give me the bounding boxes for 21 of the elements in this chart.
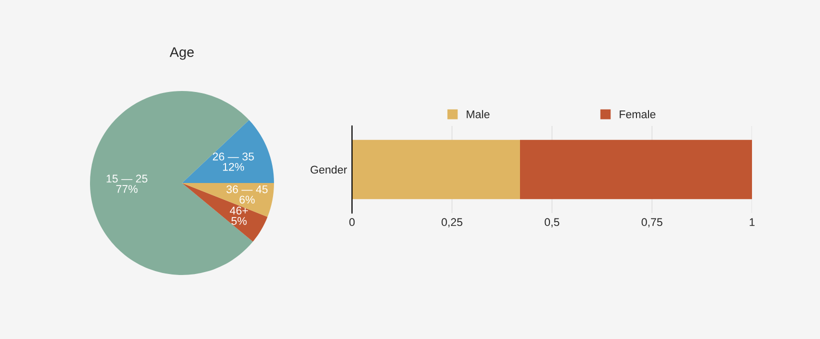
pie-slice	[182, 120, 274, 183]
chart-title: Age	[170, 47, 194, 60]
x-tick-label: 0,75	[642, 218, 662, 228]
data-label: 12%	[223, 162, 244, 171]
data-label: 5%	[231, 217, 247, 225]
slice-label: 15 — 25	[106, 174, 148, 183]
x-tick-label: 0,5	[544, 218, 560, 228]
legend-label: Female	[620, 110, 656, 118]
slice-label: 36 — 45	[226, 185, 268, 194]
data-label: 77%	[116, 185, 138, 193]
x-tick-label: 0,25	[442, 218, 462, 228]
pie-slice	[182, 183, 274, 217]
pie-slice	[90, 91, 253, 275]
x-tick-label: 1	[750, 218, 755, 226]
y-tick-label: Gender	[310, 165, 347, 174]
slice-label: 46+	[230, 206, 248, 215]
x-tick-label: 0	[349, 218, 355, 226]
legend-label: Male	[466, 110, 490, 118]
pie-slice	[182, 183, 268, 242]
slice-label: 26 — 35	[212, 152, 254, 160]
data-label: 6%	[240, 196, 255, 204]
